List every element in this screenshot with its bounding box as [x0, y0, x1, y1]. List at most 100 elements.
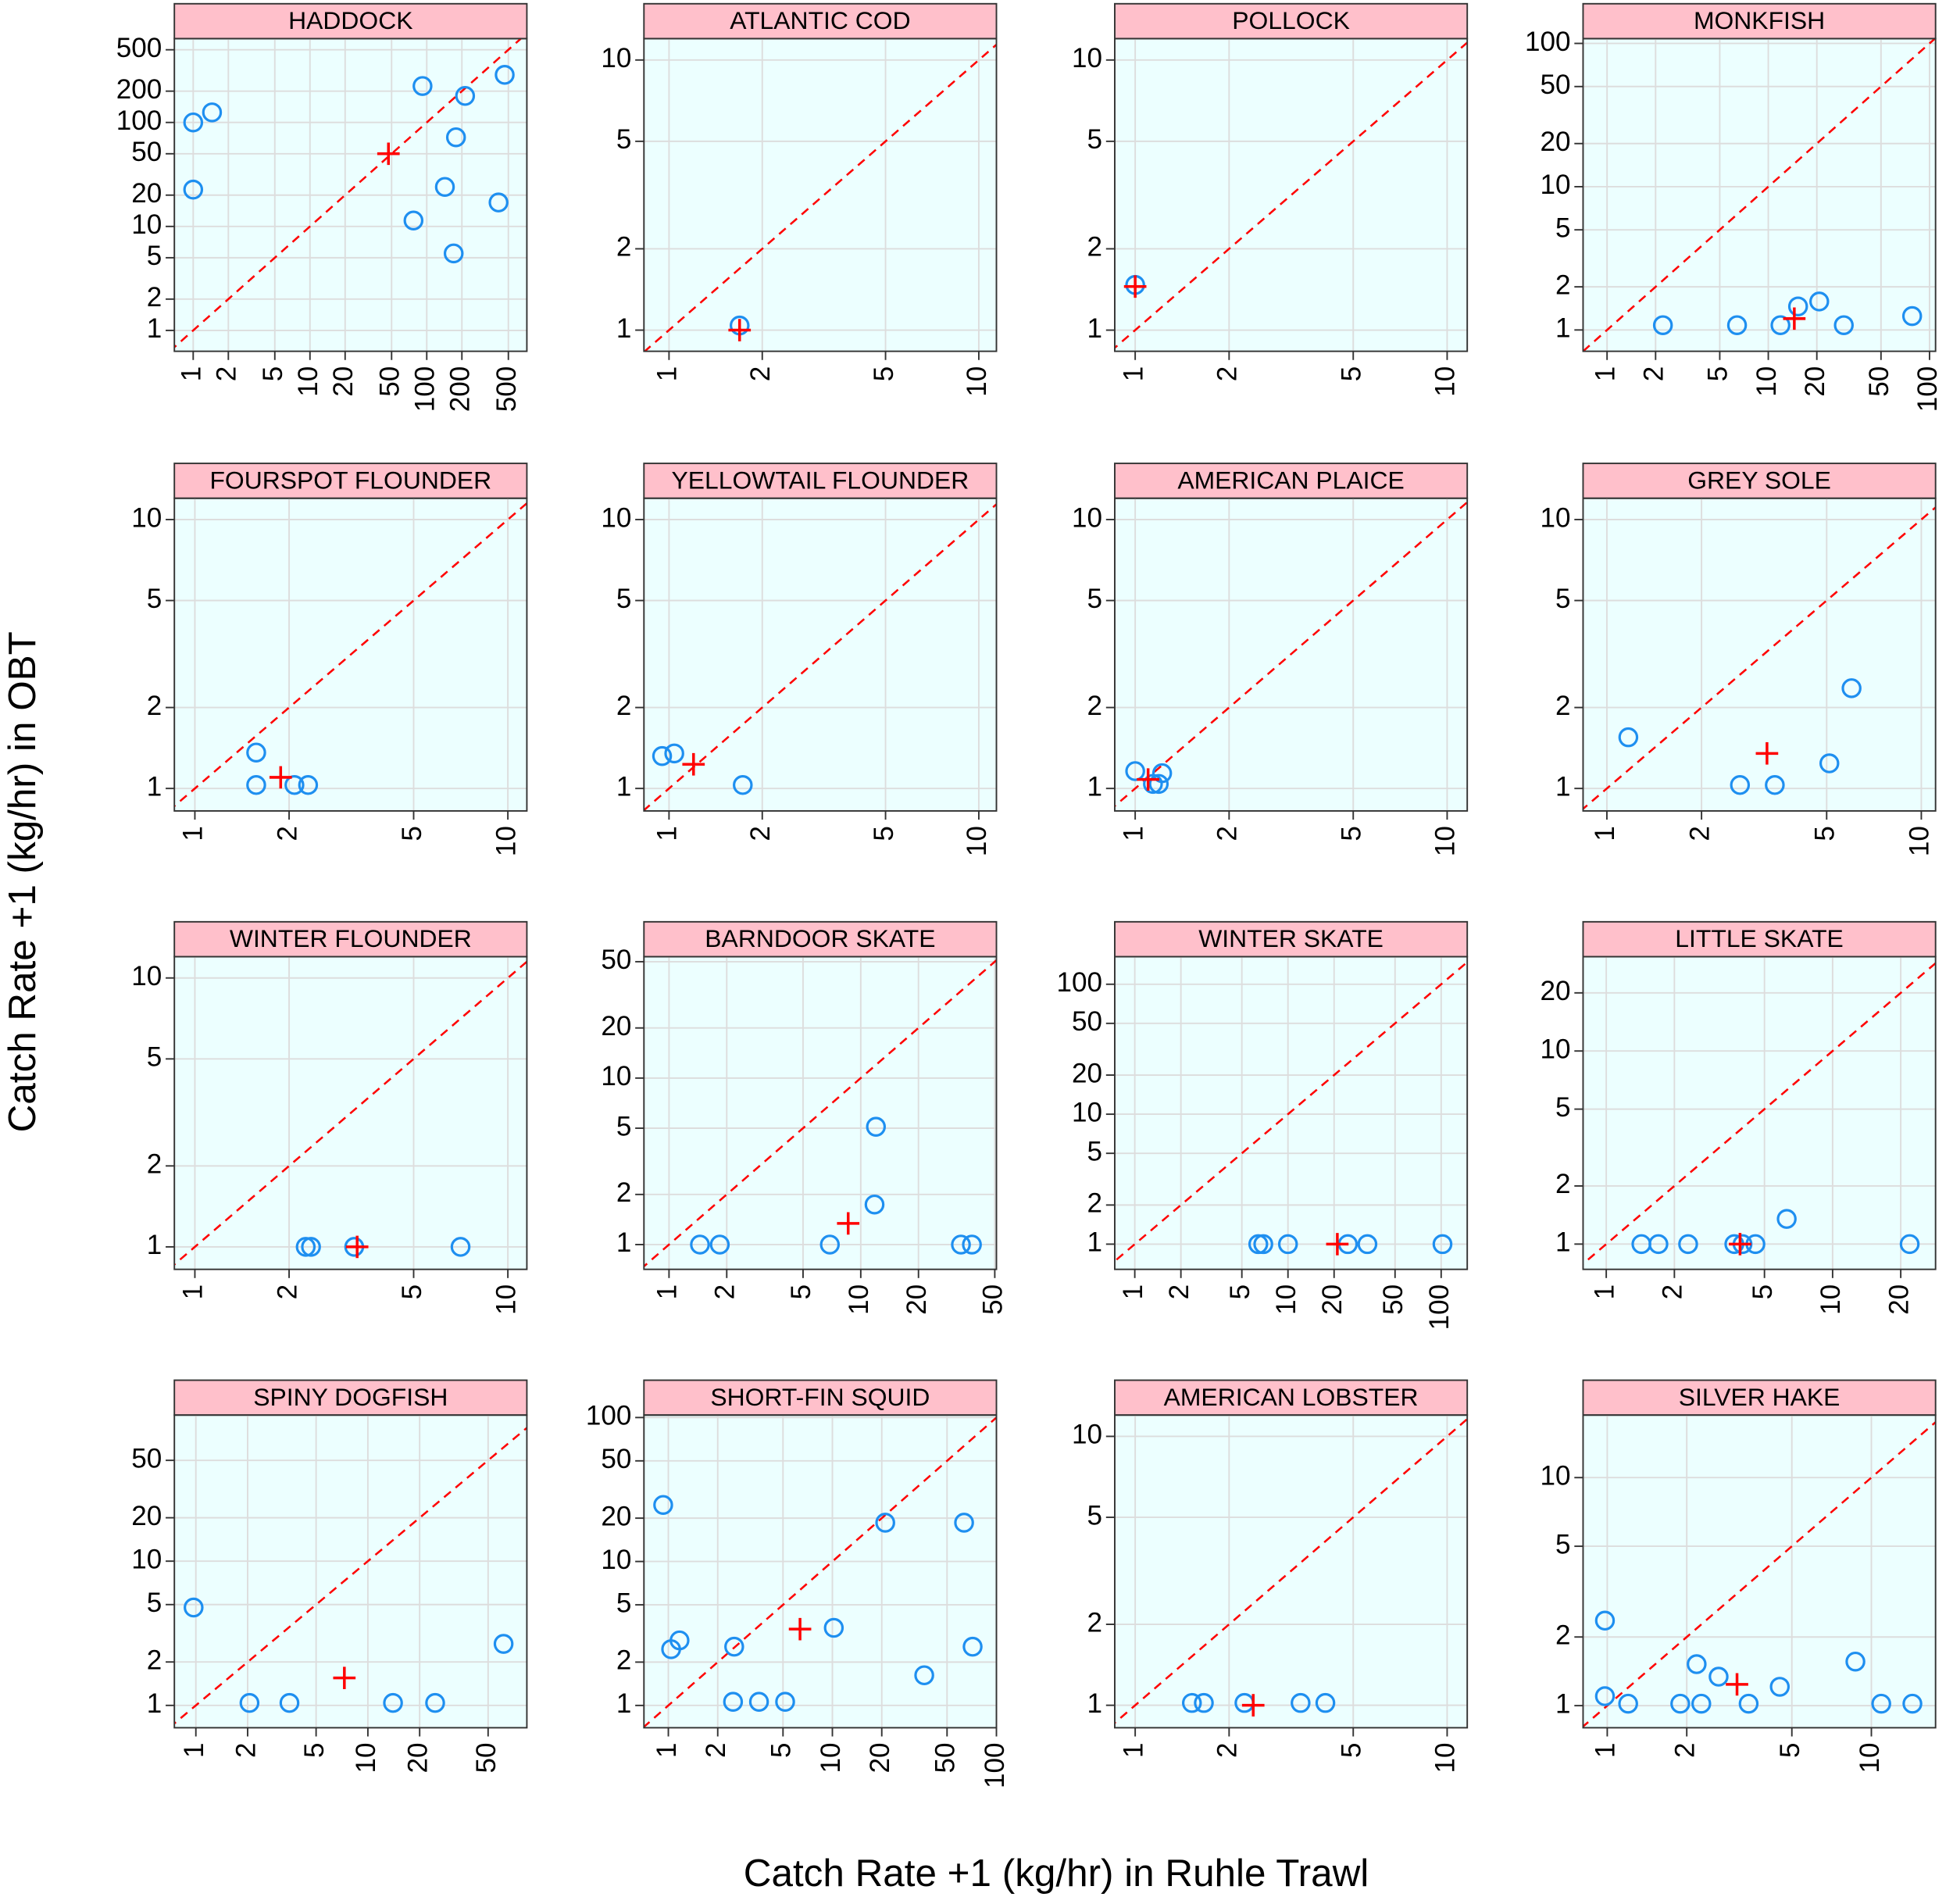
panel-title: HADDOCK	[288, 6, 412, 34]
plot-frame	[1114, 38, 1469, 352]
x-tick-label: 2	[1164, 1284, 1194, 1300]
point	[1315, 1692, 1336, 1713]
x-tick-label: 10	[1905, 826, 1935, 856]
point	[284, 775, 305, 795]
panel-title: BARNDOOR SKATE	[705, 924, 935, 952]
point	[864, 1194, 885, 1215]
plot-frame	[173, 497, 528, 812]
y-tick-label: 20	[1072, 1058, 1102, 1088]
point	[1125, 761, 1145, 781]
y-tick-label: 5	[1555, 1092, 1571, 1123]
y-tick-label: 5	[147, 584, 162, 614]
y-tick-label: 1	[616, 1688, 632, 1719]
y-tick-label: 10	[601, 1061, 631, 1091]
x-tick-label: 1	[652, 826, 683, 841]
mean-marker	[1326, 1233, 1349, 1256]
panel-title: MONKFISH	[1694, 6, 1825, 34]
x-tick-label: 100	[1912, 366, 1943, 413]
point	[183, 112, 204, 133]
panel: MONKFISH 1 2 5 10 20 50 100 1 2 5 10 20 50 100	[1525, 2, 1943, 413]
x-tick-label: 5	[1748, 1284, 1778, 1300]
x-tick-label: 1	[652, 366, 683, 382]
x-tick-label: 1	[1118, 1743, 1148, 1759]
identity-line	[644, 1416, 997, 1728]
y-tick-label: 5	[1087, 1500, 1103, 1531]
plot-area	[1583, 962, 1936, 1266]
x-tick-label: 5	[299, 1743, 330, 1759]
x-tick-label: 100	[980, 1743, 1010, 1789]
plot-area	[1583, 505, 1936, 810]
y-tick-label: 20	[131, 1501, 162, 1531]
point	[1765, 775, 1785, 795]
x-tick-label: 10	[1430, 366, 1461, 397]
point	[493, 1634, 514, 1654]
x-tick-label: 10	[962, 366, 992, 397]
x-tick-label: 10	[1271, 1284, 1301, 1315]
mean-marker	[682, 752, 705, 776]
y-tick-label: 2	[147, 1149, 162, 1180]
y-tick-label: 1	[147, 771, 162, 802]
panel-title: WINTER SKATE	[1198, 924, 1384, 952]
point	[1291, 1692, 1311, 1713]
y-tick-label: 10	[131, 961, 162, 991]
x-tick-label: 2	[745, 826, 776, 841]
y-tick-label: 20	[601, 1011, 631, 1041]
point	[669, 1630, 690, 1651]
x-tick-label: 500	[491, 366, 522, 413]
y-tick-label: 1	[616, 1227, 632, 1258]
x-tick-label: 10	[1751, 366, 1782, 397]
point	[733, 775, 753, 795]
point	[1833, 315, 1854, 335]
y-axis-title: Catch Rate +1 (kg/hr) in OBT	[1, 631, 44, 1132]
y-tick-label: 1	[1555, 1688, 1571, 1719]
y-tick-label: 2	[147, 691, 162, 721]
point	[301, 1237, 321, 1257]
x-tick-label: 20	[865, 1743, 895, 1774]
panel: ATLANTIC COD 1 2 5 10 1 2 5 10	[601, 2, 998, 397]
x-tick-label: 10	[1430, 1743, 1461, 1774]
point	[775, 1691, 795, 1712]
mean-marker	[788, 1617, 812, 1641]
x-tick-label: 10	[351, 1743, 381, 1774]
x-tick-label: 20	[902, 1284, 932, 1315]
x-tick-label: 50	[375, 366, 405, 397]
y-tick-label: 1	[147, 1688, 162, 1719]
x-tick-label: 1	[1590, 366, 1620, 382]
point	[1841, 678, 1862, 698]
point	[412, 76, 433, 96]
point	[295, 1237, 316, 1257]
y-tick-label: 1	[147, 1230, 162, 1260]
y-tick-label: 5	[616, 124, 632, 155]
point	[1648, 1234, 1669, 1255]
point	[652, 745, 673, 766]
identity-line	[644, 502, 997, 811]
y-tick-label: 200	[116, 74, 162, 105]
plot-area	[1114, 1417, 1468, 1724]
panel: GREY SOLE 1 2 5 10 1 2 5 10	[1541, 463, 1937, 856]
y-tick-label: 1	[1555, 313, 1571, 344]
x-tick-label: 2	[1684, 826, 1715, 841]
y-tick-label: 1	[1555, 1227, 1571, 1258]
y-tick-label: 10	[601, 502, 631, 533]
point	[1708, 1666, 1729, 1687]
y-tick-label: 5	[616, 584, 632, 614]
y-tick-label: 1	[147, 313, 162, 344]
y-tick-label: 1	[616, 313, 632, 344]
panel: SILVER HAKE 1 2 5 10 1 2 5 10	[1541, 1379, 1937, 1774]
y-tick-label: 10	[1541, 502, 1571, 533]
y-tick-label: 1	[1087, 771, 1103, 802]
x-tick-label: 5	[1225, 1284, 1255, 1300]
point	[494, 65, 515, 85]
x-tick-label: 2	[1669, 1743, 1700, 1759]
point	[1181, 1692, 1202, 1713]
mean-marker	[333, 1666, 356, 1690]
identity-line	[1114, 1417, 1468, 1724]
panel-title: GREY SOLE	[1687, 466, 1831, 494]
x-tick-label: 5	[1337, 826, 1367, 841]
panel: WINTER FLOUNDER 1 2 5 10 1 2 5 10	[131, 920, 528, 1315]
panel: SPINY DOGFISH 1 2 5 10 20 50 1 2 5 10 20 50	[131, 1379, 528, 1774]
plot-background	[174, 1415, 527, 1728]
point	[1652, 315, 1673, 335]
point	[1277, 1234, 1298, 1255]
